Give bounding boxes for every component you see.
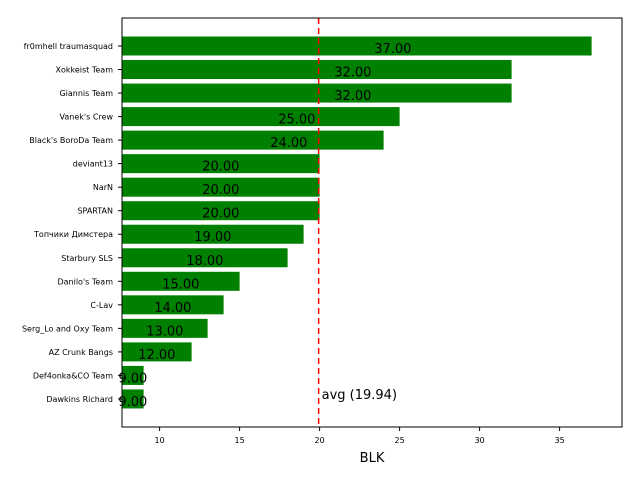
bar: [122, 130, 384, 150]
value-labels-group: 37.0032.0032.0025.0024.0020.0020.0020.00…: [118, 42, 411, 410]
value-label: 19.00: [194, 230, 231, 245]
average-label: avg (19.94): [322, 388, 397, 403]
y-axis-label: NarN: [93, 183, 113, 192]
bar: [122, 295, 224, 315]
x-tick-label: 35: [555, 436, 565, 445]
value-label: 20.00: [202, 160, 239, 175]
bar: [122, 154, 320, 174]
value-label: 25.00: [278, 113, 315, 128]
value-label: 13.00: [146, 324, 183, 339]
y-axis-label: Vanek's Crew: [60, 113, 114, 122]
value-label: 18.00: [186, 254, 223, 269]
bar: [122, 365, 144, 385]
value-label: 20.00: [202, 183, 239, 198]
bar: [122, 83, 512, 103]
y-axis-label: Dawkins Richard: [46, 395, 113, 404]
y-axis-label: Giannis Team: [59, 89, 113, 98]
bar: [122, 224, 304, 244]
plot-frame: [121, 17, 623, 428]
y-axis-label: deviant13: [73, 160, 113, 169]
value-label: 32.00: [334, 66, 371, 81]
x-tick-label: 20: [315, 436, 325, 445]
y-axis-label: Def4onka&CO Team: [33, 371, 113, 380]
y-axis-label: Топчики Димстера: [33, 230, 113, 239]
bar: [122, 177, 320, 197]
x-tick-label: 25: [395, 436, 405, 445]
bars-group: [122, 36, 592, 409]
value-label: 20.00: [202, 207, 239, 222]
value-label: 32.00: [334, 89, 371, 104]
bar: [122, 271, 240, 291]
y-axis-label: Danilo's Team: [57, 277, 113, 286]
bar: [122, 36, 592, 56]
x-axis-ticks: 10 15 20 25 30 35: [155, 427, 565, 445]
bar: [122, 318, 208, 338]
y-axis-label: Black's BoroDa Team: [29, 136, 113, 145]
value-label: 9.00: [118, 371, 147, 386]
value-label: 12.00: [138, 348, 175, 363]
bar: [122, 60, 512, 80]
x-tick-label: 10: [155, 436, 165, 445]
bar: [122, 389, 144, 409]
y-axis-label: Serg_Lo and Oxy Team: [22, 324, 113, 333]
y-axis-label: Starbury SLS: [61, 254, 113, 263]
value-label: 15.00: [162, 277, 199, 292]
x-tick-label: 30: [475, 436, 485, 445]
value-label: 24.00: [270, 136, 307, 151]
y-axis-label: C-Lav: [90, 301, 113, 310]
y-axis-label: SPARTAN: [77, 207, 113, 216]
bar: [122, 342, 192, 362]
value-label: 14.00: [154, 301, 191, 316]
x-tick-label: 15: [235, 436, 245, 445]
bar: [122, 248, 288, 268]
bar: [122, 201, 320, 221]
y-axis-label: Xokkeist Team: [56, 66, 114, 75]
y-axis-label: AZ Crunk Bangs: [49, 348, 113, 357]
y-axis-label: fr0mhell traumasquad: [24, 42, 113, 51]
y-axis-labels: fr0mhell traumasquad Xokkeist Team Giannis…: [22, 42, 122, 404]
value-label: 37.00: [374, 42, 411, 57]
x-axis-label: BLK: [360, 451, 385, 466]
bar: [122, 107, 400, 127]
value-label: 9.00: [118, 395, 147, 410]
